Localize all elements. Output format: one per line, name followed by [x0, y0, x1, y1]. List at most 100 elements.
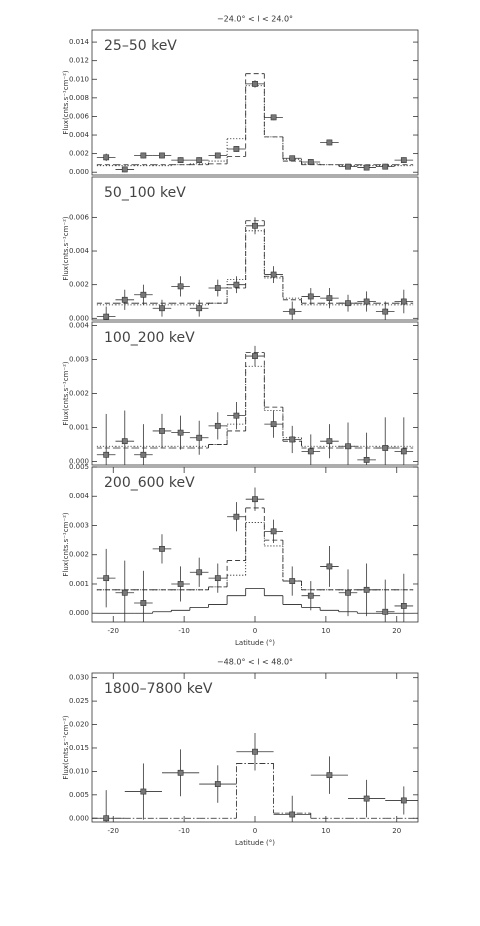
model-riser [208, 522, 302, 590]
data-point [289, 578, 296, 584]
data-point [345, 300, 351, 307]
data-point [289, 436, 296, 443]
data-point [363, 795, 370, 802]
energy-label: 200_600 keV [104, 475, 195, 491]
data-point [289, 811, 296, 818]
data-point [363, 456, 370, 463]
data-point [307, 592, 314, 599]
data-point [177, 769, 184, 776]
data-point [233, 146, 240, 152]
energy-label: 25–50 keV [104, 38, 177, 54]
data-point [140, 451, 147, 458]
data-point [382, 163, 389, 170]
x-tick-label: 10 [321, 627, 330, 635]
data-point [363, 164, 370, 171]
y-tick-label: 0.002 [69, 281, 89, 289]
data-point [196, 305, 203, 312]
data-point [382, 445, 389, 451]
data-point [289, 308, 296, 315]
x-tick-label: -10 [178, 827, 189, 835]
data-point [252, 222, 258, 229]
data-point [382, 308, 389, 315]
y-tick-label: 0.005 [69, 791, 89, 799]
model-riser [152, 588, 358, 614]
y-tick-label: 0.010 [69, 75, 89, 83]
data-point [307, 293, 314, 300]
data-point [252, 81, 258, 87]
y-tick-label: 0.030 [69, 674, 89, 682]
data-point [159, 545, 165, 552]
data-point [252, 496, 258, 503]
data-point [270, 271, 277, 278]
model-riser [235, 763, 312, 819]
y-tick-label: 0.000 [69, 458, 89, 466]
y-axis-label: Flux(cnts.s⁻¹cm⁻²) [62, 512, 70, 576]
data-point [196, 157, 203, 164]
x-tick-label: 0 [253, 827, 257, 835]
data-point [159, 305, 165, 312]
data-point [214, 781, 221, 787]
y-tick-label: 0.004 [69, 131, 90, 139]
data-point [233, 513, 240, 520]
data-point [326, 438, 333, 445]
data-point [233, 281, 240, 288]
y-tick-label: 0.004 [69, 247, 90, 255]
y-tick-label: 0.003 [69, 521, 89, 529]
x-tick-label: 20 [392, 827, 401, 835]
y-tick-label: 0.002 [69, 551, 89, 559]
data-point [103, 451, 110, 458]
data-point [121, 438, 128, 445]
y-tick-label: 0.001 [69, 424, 89, 432]
data-point [363, 298, 370, 305]
y-tick-label: 0.015 [69, 744, 89, 752]
data-point [103, 575, 110, 582]
y-tick-label: 0.008 [69, 94, 89, 102]
data-point [140, 600, 147, 606]
data-point [177, 283, 184, 290]
y-tick-label: 0.004 [69, 321, 90, 329]
plot-frame [91, 29, 419, 176]
x-tick-label: 10 [321, 827, 330, 835]
data-point [400, 448, 407, 455]
data-point [363, 586, 370, 593]
data-point [270, 421, 277, 428]
panel-title: −48.0° < l < 48.0° [217, 658, 293, 667]
y-tick-label: 0.000 [69, 168, 89, 176]
x-axis-label: Latitude (°) [235, 639, 275, 647]
y-axis-label: Flux(cnts.s⁻¹cm⁻²) [62, 715, 70, 779]
data-point [103, 154, 110, 161]
data-point [345, 443, 351, 450]
plot-frame [91, 176, 419, 321]
data-point [382, 608, 389, 615]
y-tick-label: 0.000 [69, 314, 89, 322]
y-tick-label: 0.001 [69, 580, 89, 588]
data-point [307, 159, 314, 165]
data-point [326, 139, 333, 146]
data-point [400, 797, 407, 804]
y-tick-label: 0.002 [69, 150, 89, 158]
energy-label: 1800–7800 keV [104, 681, 213, 697]
y-tick-label: 0.014 [69, 38, 90, 46]
model-riser [208, 230, 302, 305]
data-point [159, 152, 165, 159]
data-point [140, 788, 147, 795]
data-point [345, 163, 351, 170]
y-tick-label: 0.025 [69, 697, 89, 705]
data-point [270, 114, 277, 121]
y-tick-label: 0.000 [69, 814, 89, 822]
data-point [121, 166, 128, 173]
data-point [121, 589, 128, 596]
data-point [140, 291, 147, 298]
data-point [400, 298, 407, 305]
y-axis-label: Flux(cnts.s⁻¹cm⁻²) [62, 216, 70, 280]
data-point [252, 748, 258, 755]
data-point [103, 313, 110, 320]
data-point [159, 428, 165, 434]
data-point [103, 815, 110, 822]
data-point [326, 295, 333, 302]
x-axis-label: Latitude (°) [235, 839, 275, 847]
data-point [214, 422, 221, 429]
x-tick-label: 20 [392, 627, 401, 635]
panel-title: −24.0° < l < 24.0° [217, 15, 293, 24]
